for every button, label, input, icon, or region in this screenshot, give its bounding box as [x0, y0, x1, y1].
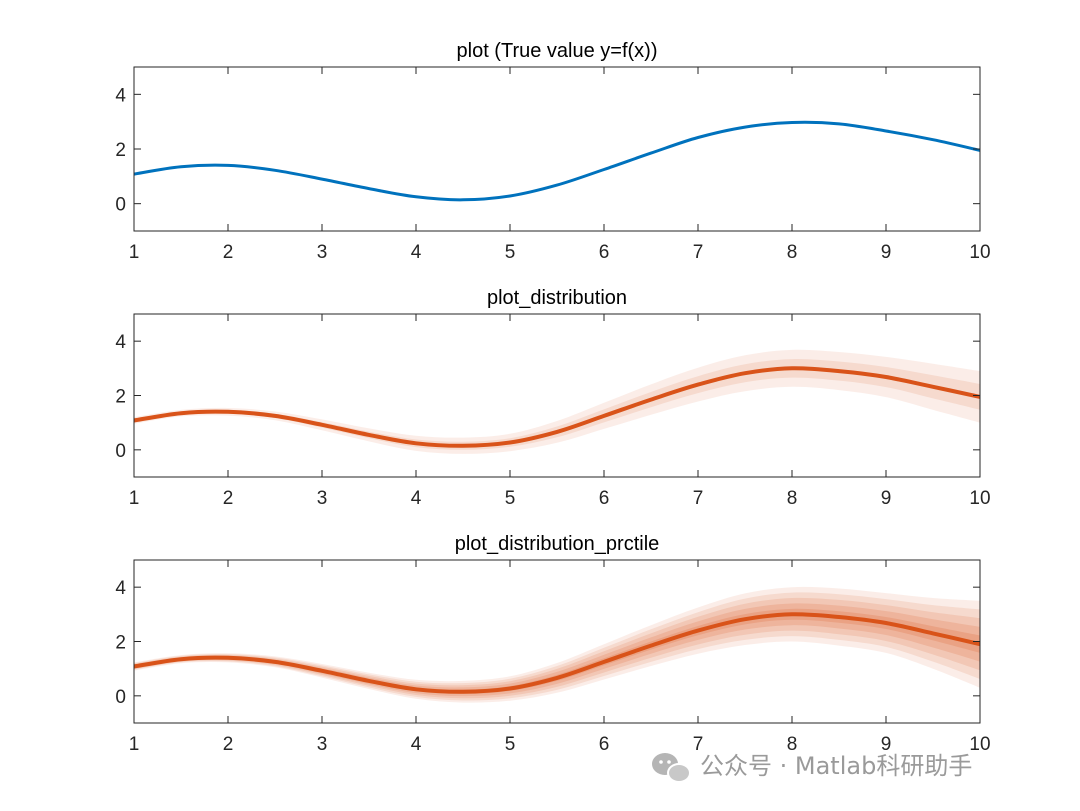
- y-tick-label: 2: [115, 633, 126, 654]
- series-line: [134, 120, 980, 202]
- y-tick-label: 0: [115, 195, 126, 216]
- x-tick-label: 6: [599, 734, 610, 755]
- chart-title: plot_distribution: [487, 287, 627, 309]
- y-tick-label: 0: [115, 441, 126, 462]
- x-tick-label: 7: [693, 734, 704, 755]
- series-line: [134, 612, 980, 694]
- distribution-band: [134, 603, 980, 697]
- watermark-text: 公众号 · Matlab科研助手: [700, 752, 972, 780]
- axes-box: [133, 313, 981, 478]
- x-tick-label: 4: [411, 488, 422, 509]
- x-tick-label: 3: [317, 242, 328, 263]
- x-tick-label: 8: [787, 734, 798, 755]
- x-tick-label: 2: [223, 488, 234, 509]
- x-tick-label: 2: [223, 242, 234, 263]
- y-tick-label: 2: [115, 387, 126, 408]
- x-tick-label: 1: [129, 734, 140, 755]
- chart-panel-3: 1 2 3 4 5 6 7 8 9 10 0 2 4 plot_distribution_prctile: [115, 533, 990, 755]
- wechat-eye: [667, 760, 671, 764]
- watermark: 公众号 · Matlab科研助手: [652, 752, 972, 783]
- x-tick-label: 9: [881, 734, 892, 755]
- x-tick-label: 7: [693, 242, 704, 263]
- x-tick-label: 6: [599, 242, 610, 263]
- x-tick-label: 8: [787, 488, 798, 509]
- y-tick-label: 4: [115, 332, 126, 353]
- plot-area: [134, 120, 980, 202]
- wechat-eye: [659, 760, 663, 764]
- x-tick-label: 9: [881, 488, 892, 509]
- x-tick-label: 10: [969, 242, 990, 263]
- series-line: [134, 366, 980, 448]
- axes-box: [133, 66, 981, 232]
- y-tick-label: 0: [115, 687, 126, 708]
- x-tick-label: 3: [317, 734, 328, 755]
- x-tick-label: 9: [881, 242, 892, 263]
- x-tick-label: 1: [129, 488, 140, 509]
- y-tick-label: 4: [115, 578, 126, 599]
- chart-title: plot (True value y=f(x)): [457, 40, 658, 62]
- x-tick-label: 5: [505, 488, 516, 509]
- chart-panel-2: 1 2 3 4 5 6 7 8 9 10 0 2 4 plot_distribution: [115, 287, 990, 509]
- distribution-band: [134, 597, 980, 699]
- x-tick-label: 4: [411, 242, 422, 263]
- x-tick-label: 5: [505, 734, 516, 755]
- y-tick-label: 2: [115, 140, 126, 161]
- x-tick-label: 10: [969, 488, 990, 509]
- plot-area: [134, 586, 980, 703]
- y-tick-label: 4: [115, 85, 126, 106]
- wechat-bubble-small: [667, 763, 691, 783]
- x-tick-label: 6: [599, 488, 610, 509]
- x-tick-label: 5: [505, 242, 516, 263]
- x-tick-label: 2: [223, 734, 234, 755]
- x-tick-label: 7: [693, 488, 704, 509]
- x-tick-label: 10: [969, 734, 990, 755]
- distribution-band: [134, 359, 980, 450]
- x-tick-label: 8: [787, 242, 798, 263]
- x-tick-label: 1: [129, 242, 140, 263]
- x-tick-label: 3: [317, 488, 328, 509]
- wechat-icon: [652, 753, 691, 783]
- x-tick-label: 4: [411, 734, 422, 755]
- chart-title: plot_distribution_prctile: [455, 533, 660, 555]
- chart-panel-1: 1 2 3 4 5 6 7 8 9 10 0 2 4 plot (True value y=f(x)): [115, 40, 990, 263]
- distribution-band: [134, 592, 980, 701]
- plot-area: [134, 349, 980, 454]
